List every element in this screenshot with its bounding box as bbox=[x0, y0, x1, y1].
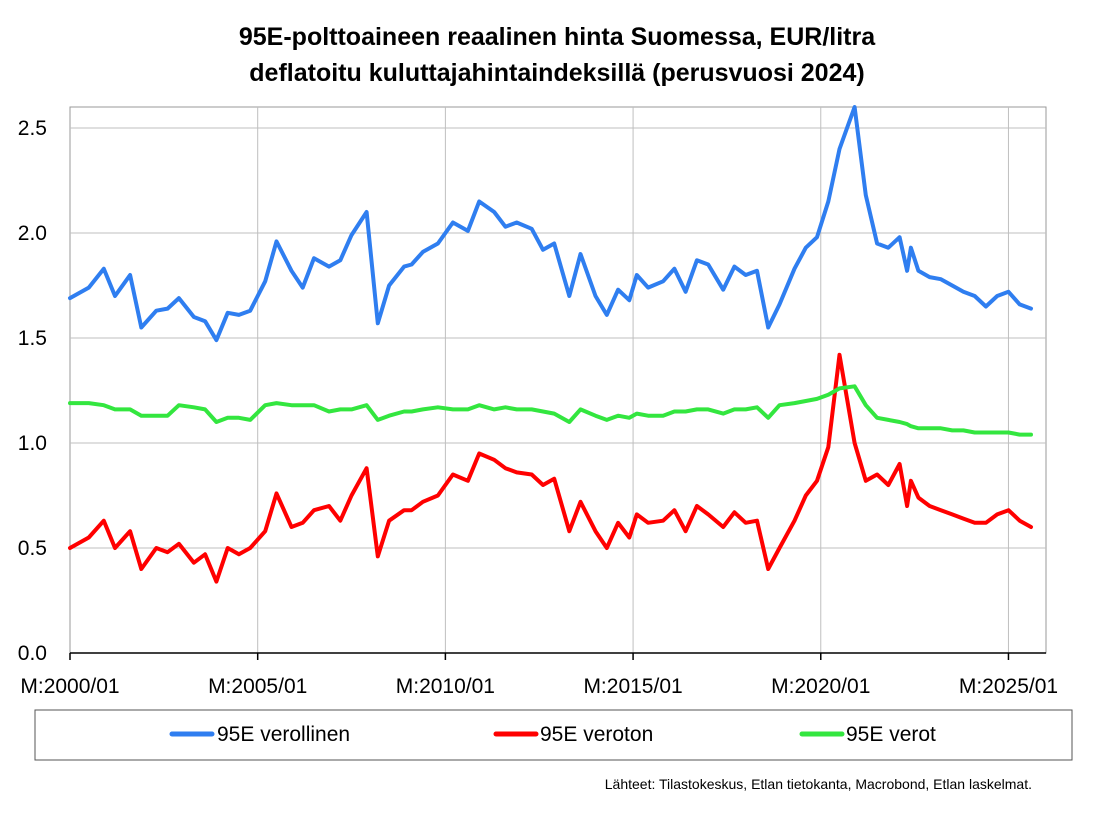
series-line-1 bbox=[68, 352, 1033, 584]
legend-label-veroton: 95E veroton bbox=[540, 723, 653, 746]
plot-area: 0.00.51.01.52.02.5 M:2000/01 M:2005/01 M:2… bbox=[18, 105, 1058, 698]
plot-frame bbox=[69, 106, 1047, 654]
legend-item-veroton: 95E veroton bbox=[493, 723, 653, 746]
legend-label-verollinen: 95E verollinen bbox=[217, 723, 350, 746]
y-tick-label: 1.5 bbox=[18, 327, 47, 350]
y-tick-label: 0.0 bbox=[18, 642, 47, 665]
x-tick-label: M:2000/01 bbox=[20, 675, 119, 698]
x-tick-label: M:2015/01 bbox=[583, 675, 682, 698]
legend-label-verot: 95E verot bbox=[846, 723, 936, 746]
legend-item-verot: 95E verot bbox=[799, 723, 936, 746]
x-tick-label: M:2010/01 bbox=[396, 675, 495, 698]
legend-item-verollinen: 95E verollinen bbox=[169, 723, 350, 746]
horizontal-gridlines bbox=[70, 127, 1046, 549]
x-tick-label: M:2005/01 bbox=[208, 675, 307, 698]
x-axis-tick-labels: M:2000/01 M:2005/01 M:2010/01 M:2015/01 M:20… bbox=[20, 675, 1058, 698]
y-tick-label: 1.0 bbox=[18, 432, 47, 455]
series-lines bbox=[68, 105, 1033, 584]
series-line-2 bbox=[68, 384, 1033, 437]
x-tick-label: M:2020/01 bbox=[771, 675, 870, 698]
chart-title: 95E-polttoaineen reaalinen hinta Suomess… bbox=[239, 23, 876, 51]
vertical-gridlines bbox=[257, 107, 1009, 653]
y-tick-label: 0.5 bbox=[18, 537, 47, 560]
y-tick-label: 2.5 bbox=[18, 117, 47, 140]
legend: 95E verollinen 95E veroton 95E verot bbox=[34, 709, 1073, 761]
source-note: Lähteet: Tilastokeskus, Etlan tietokanta… bbox=[605, 776, 1032, 792]
x-axis-ticks bbox=[69, 653, 1010, 660]
x-tick-label: M:2025/01 bbox=[959, 675, 1058, 698]
y-tick-label: 2.0 bbox=[18, 222, 47, 245]
y-axis-tick-labels: 0.0 0.5 1.0 1.5 2.0 2.5 bbox=[18, 117, 47, 665]
series-line-0 bbox=[68, 105, 1033, 343]
chart-subtitle: deflatoitu kuluttajahintaindeksillä (per… bbox=[249, 59, 864, 87]
